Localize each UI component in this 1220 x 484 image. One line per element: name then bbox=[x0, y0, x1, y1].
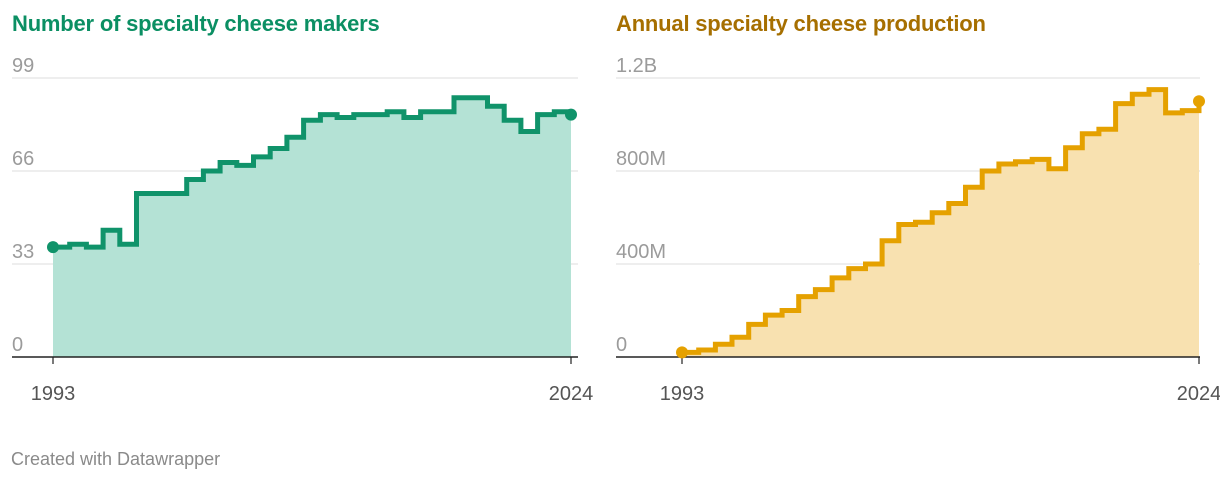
data-point-end bbox=[565, 108, 577, 121]
chart-production: Annual specialty cheese production 0 400M… bbox=[600, 0, 1220, 430]
y-tick-label: 33 bbox=[12, 241, 34, 263]
x-tick-label: 2024 bbox=[549, 383, 594, 405]
y-tick-label: 800M bbox=[616, 148, 666, 170]
y-tick-label: 99 bbox=[12, 55, 34, 77]
y-tick-label: 1.2B bbox=[616, 55, 657, 77]
chart-title: Number of specialty cheese makers bbox=[12, 11, 380, 36]
data-point-start bbox=[47, 241, 59, 254]
chart-plot: 0 33 66 99 1993 2024 bbox=[12, 55, 594, 405]
area-fill bbox=[682, 89, 1199, 357]
x-tick-label: 1993 bbox=[31, 383, 76, 405]
y-tick-label: 66 bbox=[12, 148, 34, 170]
footer-credit: Created with Datawrapper bbox=[11, 449, 221, 469]
chart-plot: 0 400M 800M 1.2B 1993 2024 bbox=[616, 55, 1220, 405]
x-tick-label: 2024 bbox=[1177, 383, 1220, 405]
y-tick-label: 0 bbox=[12, 334, 23, 356]
chart-title: Annual specialty cheese production bbox=[616, 11, 986, 36]
data-point-start bbox=[676, 346, 688, 359]
series-line bbox=[53, 95, 574, 250]
series-line bbox=[682, 87, 1202, 355]
x-tick-label: 1993 bbox=[660, 383, 705, 405]
chart-makers: Number of specialty cheese makers 0 33 66 9… bbox=[0, 0, 600, 430]
y-tick-label: 0 bbox=[616, 334, 627, 356]
area-fill bbox=[53, 97, 571, 357]
data-point-end bbox=[1193, 95, 1205, 108]
y-tick-label: 400M bbox=[616, 241, 666, 263]
